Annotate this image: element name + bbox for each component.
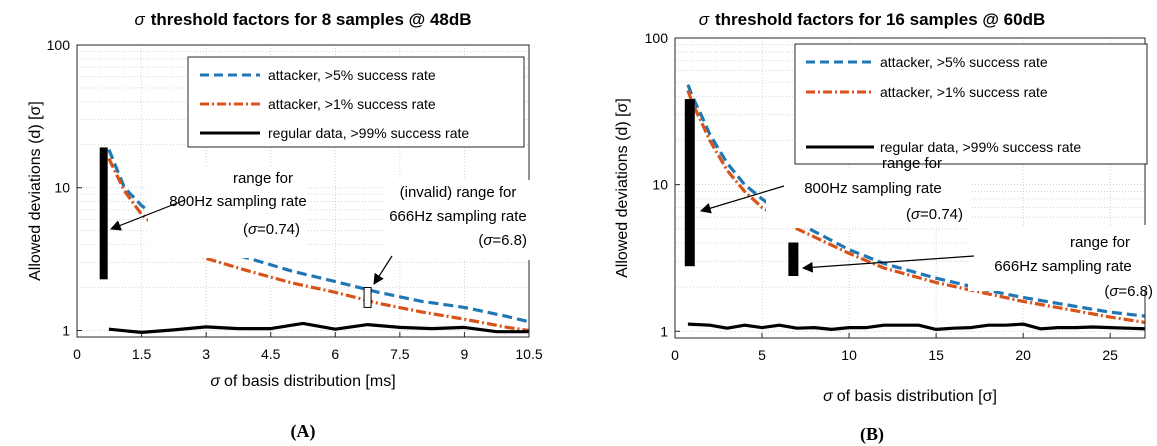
chart-b-y-axis-label: Allowed deviations (d) [σ]	[614, 98, 631, 278]
chart-a-range-bar-0	[99, 147, 108, 280]
chart-b-x-tick-label-2: 10	[841, 347, 857, 363]
chart-b-annotation-666hz-line-3: (σ=6.8)	[1104, 283, 1153, 300]
chart-b-annotation-800hz-line-3: (σ=0.74)	[906, 206, 963, 223]
chart-b-x-tick-label-4: 20	[1015, 347, 1031, 363]
chart-b-annotation-800hz-bg	[766, 168, 972, 228]
chart-b-annotation-800hz-line-2: 800Hz sampling rate	[804, 180, 942, 197]
chart-b-range-bars	[684, 99, 799, 277]
chart-a-y-ticks: 1 10 100	[47, 37, 82, 338]
chart-a-y-tick-label-1: 10	[54, 180, 70, 196]
chart-a-x-tick-label-6: 9	[461, 346, 469, 362]
chart-a-x-tick-label-2: 3	[202, 346, 210, 362]
chart-b-annotation-800hz-line-1: range for	[882, 155, 942, 172]
chart-a-x-tick-label-3: 4.5	[261, 346, 281, 362]
chart-b-annotation-800hz: range for 800Hz sampling rate (σ=0.74)	[699, 155, 972, 228]
chart-a-annotation-800hz-line-1: range for	[233, 170, 293, 187]
chart-a-range-bars	[99, 147, 372, 308]
chart-b-title: σ threshold factors for 16 samples @ 60dB	[699, 10, 1046, 29]
chart-a-arrow-666hz	[373, 255, 393, 285]
chart-b-y-tick-label-1: 10	[652, 177, 668, 193]
chart-a-x-tick-label-1: 1.5	[132, 346, 152, 362]
chart-a-series-line-2	[108, 321, 529, 334]
chart-a-annotation-800hz-line-2: 800Hz sampling rate	[169, 193, 307, 210]
chart-a-annotation-666hz-line-1: (invalid) range for	[400, 184, 517, 201]
chart-b-arrow-800hz	[699, 185, 785, 214]
chart-a-x-axis-label: σ of basis distribution [ms]	[210, 373, 395, 390]
chart-a-x-tick-label-0: 0	[73, 346, 81, 362]
chart-b-x-tick-label-3: 15	[928, 347, 944, 363]
chart-a-annotation-666hz-line-2: 666Hz sampling rate	[389, 208, 527, 225]
chart-b-annotation-666hz: range for 666Hz sampling rate (σ=6.8)	[801, 225, 1157, 300]
chart-a-arrow-800hz	[109, 199, 186, 231]
chart-b-arrow-666hz	[801, 255, 975, 273]
chart-a-y-axis-label: Allowed deviations (d) [σ]	[27, 101, 44, 281]
chart-a-annotation-666hz-line-3: (σ=6.8)	[478, 232, 527, 249]
chart-b-y-tick-label-0: 1	[660, 323, 668, 339]
chart-b-x-tick-label-1: 5	[758, 347, 766, 363]
chart-panel-b: σ threshold factors for 16 samples @ 60dB…	[614, 10, 1157, 445]
chart-a-annotation-666hz: (invalid) range for 666Hz sampling rate …	[373, 180, 532, 285]
chart-a-x-ticks: 0 1.5 3 4.5 6 7.5 9 10.5	[73, 332, 543, 362]
chart-a-annotation-800hz: range for 800Hz sampling rate (σ=0.74)	[109, 166, 308, 258]
chart-a-title: σ threshold factors for 8 samples @ 48dB	[134, 10, 471, 29]
chart-b-legend: attacker, >5% success rate attacker, >1%…	[794, 43, 1148, 165]
chart-a-legend-label-3: regular data, >99% success rate	[268, 125, 469, 141]
caption-b: (B)	[860, 424, 884, 445]
chart-b-series-line-2	[687, 322, 1146, 331]
chart-panel-a: σ threshold factors for 8 samples @ 48dB …	[27, 10, 543, 442]
chart-b-legend-box	[794, 43, 1148, 165]
chart-b-x-tick-label-0: 0	[671, 347, 679, 363]
chart-a-y-tick-label-0: 1	[62, 322, 70, 338]
chart-a-y-tick-label-2: 100	[47, 37, 71, 53]
chart-b-annotation-666hz-bg	[968, 225, 1157, 291]
chart-a-annotation-666hz-bg	[384, 180, 532, 260]
chart-b-y-tick-label-2: 100	[645, 30, 669, 46]
chart-b-range-bar-1	[788, 242, 799, 277]
chart-a-series-line-1	[107, 157, 530, 333]
chart-a-series-line-0	[107, 148, 530, 324]
chart-a-series	[107, 148, 530, 334]
chart-b-annotation-666hz-line-2: 666Hz sampling rate	[994, 258, 1132, 275]
chart-b-annotation-666hz-line-1: range for	[1070, 234, 1130, 251]
chart-b-series	[686, 84, 1146, 331]
chart-a-x-tick-label-7: 10.5	[515, 346, 542, 362]
chart-b-legend-label-2: attacker, >1% success rate	[880, 84, 1048, 100]
caption-a: (A)	[291, 421, 316, 442]
chart-b-range-bar-0	[684, 99, 695, 267]
chart-a-x-tick-label-4: 6	[331, 346, 339, 362]
chart-b-frame	[674, 37, 1146, 339]
chart-a-annotation-800hz-line-3: (σ=0.74)	[243, 221, 300, 238]
chart-a-x-tick-label-5: 7.5	[390, 346, 410, 362]
chart-a-legend: attacker, >5% success rate attacker, >1%…	[187, 56, 525, 148]
chart-b-y-ticks: 1 10 100	[645, 30, 680, 339]
chart-b-x-ticks: 0 5 10 15 20 25	[671, 333, 1118, 363]
chart-b-legend-label-3: regular data, >99% success rate	[880, 139, 1081, 155]
chart-a-legend-label-1: attacker, >5% success rate	[268, 67, 436, 83]
chart-b-series-line-0	[686, 84, 1146, 318]
chart-a-annotation-800hz-bg	[148, 166, 308, 258]
chart-b-legend-label-1: attacker, >5% success rate	[880, 54, 1048, 70]
chart-b-x-axis-label: σ of basis distribution [σ]	[823, 388, 997, 405]
chart-a-range-bar-1	[363, 287, 372, 308]
chart-b-x-tick-label-5: 25	[1102, 347, 1118, 363]
chart-a-legend-label-2: attacker, >1% success rate	[268, 96, 436, 112]
